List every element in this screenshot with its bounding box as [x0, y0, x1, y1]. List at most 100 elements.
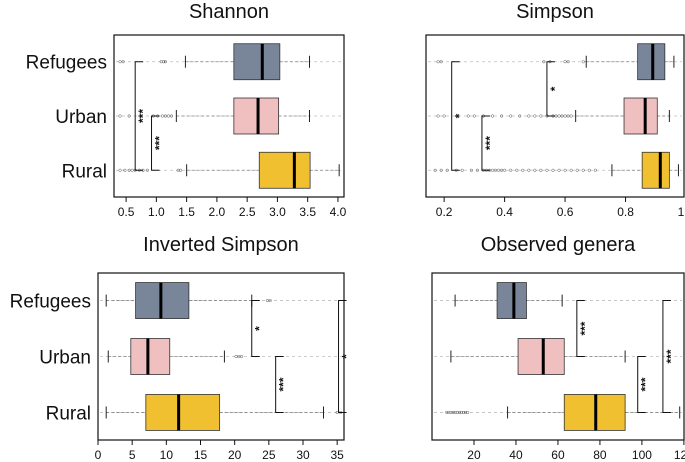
- outlier-point: [509, 168, 513, 172]
- outlier-point: [127, 168, 131, 172]
- box-refugees: [496, 282, 527, 319]
- significance-bracket: [576, 300, 585, 357]
- x-tick-label: 0.5: [118, 205, 135, 219]
- outlier-point: [491, 168, 495, 172]
- x-tick-label: 40: [509, 448, 523, 462]
- significance-bracket: [546, 61, 555, 117]
- outlier-point: [581, 60, 585, 64]
- outlier-point: [494, 168, 498, 172]
- outlier-point: [563, 168, 567, 172]
- outlier-point: [466, 410, 470, 414]
- outlier-point: [557, 168, 561, 172]
- x-tick-label: 1.0: [678, 205, 685, 219]
- outlier-point: [461, 410, 465, 414]
- outlier-point: [533, 114, 537, 118]
- x-tick-label: 25: [262, 448, 276, 462]
- x-tick-label: 0.6: [557, 205, 574, 219]
- outlier-point: [453, 410, 457, 414]
- outlier-point: [575, 168, 579, 172]
- box-urban: [623, 97, 658, 135]
- x-tick-label: 100: [632, 448, 652, 462]
- significance-label: ***: [639, 377, 653, 391]
- x-tick-label: 3.0: [269, 205, 286, 219]
- outlier-point: [497, 168, 501, 172]
- outlier-point: [445, 168, 449, 172]
- outlier-point: [569, 168, 573, 172]
- x-tick-label: 3.5: [299, 205, 316, 219]
- outlier-point: [569, 114, 573, 118]
- outlier-point: [118, 114, 122, 118]
- box-rural: [258, 151, 311, 189]
- outlier-point: [239, 355, 243, 359]
- significance-bracket: [134, 61, 144, 171]
- significance-label: ***: [483, 136, 497, 150]
- plot-frame: [113, 34, 345, 198]
- outlier-point: [587, 168, 591, 172]
- plot-frame: [425, 34, 685, 198]
- x-tick-label: 1.5: [178, 205, 195, 219]
- outlier-point: [449, 410, 453, 414]
- box-refugees: [233, 43, 281, 81]
- significance-bracket: [451, 61, 460, 171]
- outlier-point: [166, 114, 170, 118]
- x-tick-label: 20: [467, 448, 481, 462]
- outlier-point: [433, 168, 437, 172]
- outlier-point: [563, 60, 567, 64]
- category-label-rural: Rural: [46, 403, 91, 424]
- outlier-point: [500, 168, 504, 172]
- outlier-point: [521, 168, 525, 172]
- significance-label: ***: [277, 377, 291, 391]
- x-tick-label: 120: [674, 448, 685, 462]
- panel-2: Inverted Simpson Refugees Urban Rural 0 5 10 15…: [10, 234, 354, 462]
- x-tick-label: 5: [129, 448, 136, 462]
- x-tick-label: 20: [228, 448, 242, 462]
- x-tick-label: 2.0: [209, 205, 226, 219]
- outlier-point: [464, 410, 468, 414]
- panel-title: Shannon: [189, 1, 269, 23]
- outlier-point: [560, 114, 564, 118]
- outlier-point: [118, 168, 122, 172]
- outlier-point: [491, 114, 495, 118]
- outlier-point: [436, 114, 440, 118]
- x-tick-label: 0.4: [496, 205, 513, 219]
- outlier-point: [439, 60, 443, 64]
- x-tick-label: 15: [194, 448, 208, 462]
- outlier-point: [518, 114, 522, 118]
- category-label-refugees: Refugees: [26, 53, 107, 74]
- box-urban: [233, 97, 280, 135]
- x-tick-label: 80: [593, 448, 607, 462]
- outlier-point: [118, 60, 122, 64]
- x-tick-label: 35: [330, 448, 344, 462]
- outlier-point: [457, 410, 461, 414]
- outlier-point: [169, 114, 173, 118]
- outlier-point: [163, 60, 167, 64]
- category-label-rural: Rural: [62, 161, 107, 182]
- outlier-point: [445, 410, 449, 414]
- outlier-point: [162, 60, 166, 64]
- outlier-point: [515, 168, 519, 172]
- panel-title: Simpson: [516, 1, 594, 23]
- outlier-point: [145, 168, 149, 172]
- outlier-point: [566, 114, 570, 118]
- outlier-point: [439, 168, 443, 172]
- x-tick-label: 10: [160, 448, 174, 462]
- significance-label: ***: [664, 349, 678, 363]
- outlier-point: [130, 168, 134, 172]
- x-tick-label: 60: [551, 448, 565, 462]
- outlier-point: [593, 168, 597, 172]
- outlier-point: [475, 168, 479, 172]
- significance-bracket: [251, 300, 260, 357]
- outlier-point: [160, 114, 164, 118]
- box-rural: [641, 151, 670, 189]
- outlier-point: [127, 114, 131, 118]
- outlier-point: [451, 410, 455, 414]
- outlier-point: [527, 114, 531, 118]
- outlier-point: [179, 168, 183, 172]
- outlier-point: [503, 168, 507, 172]
- panel-3: Observed genera 20 40 60 80 100 120 *** *** ***: [431, 234, 685, 462]
- outlier-point: [566, 60, 570, 64]
- outlier-point: [466, 114, 470, 118]
- plot-frame: [97, 272, 345, 441]
- outlier-point: [460, 168, 464, 172]
- category-label-urban: Urban: [55, 107, 107, 128]
